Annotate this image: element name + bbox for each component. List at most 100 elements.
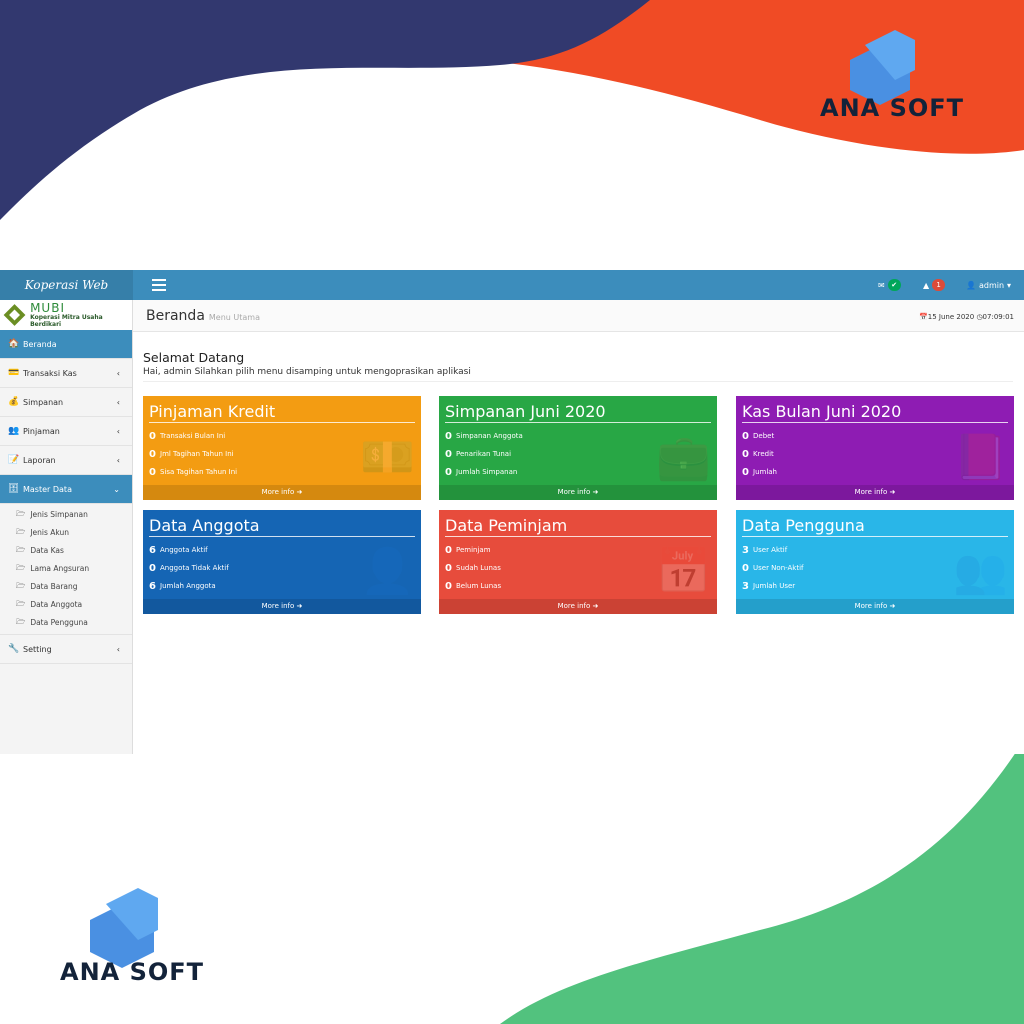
stat-row: 0 Transaksi Bulan Ini: [149, 427, 237, 445]
arrow-circle-right-icon: ➜: [592, 602, 599, 610]
more-info-link[interactable]: More info ➜: [143, 599, 421, 614]
sidebar-item-label: Setting: [23, 644, 52, 654]
date-text: 15 June 2020: [927, 313, 975, 321]
wrench-icon: 🔧: [8, 644, 20, 654]
stat-value: 0: [149, 466, 156, 478]
messages-button[interactable]: ✉ ✔: [878, 270, 901, 300]
more-info-label: More info: [854, 602, 888, 610]
green-wave: [500, 740, 1024, 1024]
info-box-data-pengguna: Data Pengguna 3 User Aktif 0 User Non-Aktif 3…: [736, 510, 1014, 614]
folder-icon: 🗁: [16, 508, 26, 518]
stat-row: 0 Jml Tagihan Tahun Ini: [149, 445, 237, 463]
more-info-link[interactable]: More info ➜: [143, 485, 421, 500]
stat-value: 0: [445, 562, 452, 574]
savings-icon: 💰: [8, 397, 20, 407]
more-info-link[interactable]: More info ➜: [736, 599, 1014, 614]
more-info-label: More info: [557, 488, 591, 496]
sidebar-item-master-data[interactable]: 🗄 Master Data ⌄: [0, 475, 132, 504]
more-info-label: More info: [557, 602, 591, 610]
cube-logo-icon: [90, 888, 158, 968]
page-title: Beranda: [146, 308, 205, 324]
sidebar-item-simpanan[interactable]: 💰 Simpanan ‹: [0, 388, 132, 417]
submenu-jenis-akun[interactable]: 🗁 Jenis Akun: [0, 523, 132, 541]
stat-row: 0 User Non-Aktif: [742, 559, 804, 577]
menu-toggle-icon[interactable]: [152, 279, 166, 291]
time-text: 07:09:01: [982, 313, 1014, 321]
sidebar: MUBI Koperasi Mitra Usaha Berdikari 🏠 Bera…: [0, 300, 133, 754]
sidebar-item-label: Simpanan: [23, 397, 64, 407]
stat-row: 0 Anggota Tidak Aktif: [149, 559, 229, 577]
submenu-data-pengguna[interactable]: 🗁 Data Pengguna: [0, 613, 132, 631]
submenu-data-kas[interactable]: 🗁 Data Kas: [0, 541, 132, 559]
box-title: Simpanan Juni 2020: [445, 402, 711, 423]
chevron-left-icon: ‹: [116, 368, 120, 378]
brand-logo-text: ANA SOFT: [60, 958, 205, 986]
more-info-link[interactable]: More info ➜: [439, 599, 717, 614]
stat-row: 0 Penarikan Tunai: [445, 445, 523, 463]
app-logo[interactable]: Koperasi Web: [0, 270, 133, 300]
envelope-icon: ✉: [878, 280, 885, 290]
sidebar-logo: MUBI Koperasi Mitra Usaha Berdikari: [0, 300, 132, 330]
arrow-circle-right-icon: ➜: [296, 602, 303, 610]
stat-row: 0 Peminjam: [445, 541, 501, 559]
alerts-button[interactable]: ▲ 1: [923, 270, 946, 300]
app-window: Koperasi Web ✉ ✔ ▲ 1 👤 admin ▾ MUBI Koperasi …: [0, 270, 1024, 754]
user-plus-icon: 👤: [360, 546, 415, 597]
book-icon: 📕: [953, 432, 1008, 483]
arrow-circle-right-icon: ➜: [592, 488, 599, 496]
chevron-left-icon: ‹: [116, 397, 120, 407]
info-box-data-peminjam: Data Peminjam 0 Peminjam 0 Sudah Lunas 0 Belum…: [439, 510, 717, 614]
stat-label: Anggota Aktif: [160, 546, 208, 554]
stat-label: Peminjam: [456, 546, 491, 554]
submenu-label: Data Anggota: [30, 599, 83, 609]
stat-value: 0: [445, 448, 452, 460]
submenu-lama-angsuran[interactable]: 🗁 Lama Angsuran: [0, 559, 132, 577]
stat-label: Jumlah Anggota: [160, 582, 216, 590]
folder-icon: 🗁: [16, 526, 26, 536]
stat-label: Penarikan Tunai: [456, 450, 512, 458]
chevron-left-icon: ‹: [116, 455, 120, 465]
info-box-data-anggota: Data Anggota 6 Anggota Aktif 0 Anggota Tidak…: [143, 510, 421, 614]
stat-label: Debet: [753, 432, 775, 440]
navy-wave: [0, 0, 650, 220]
sidebar-item-beranda[interactable]: 🏠 Beranda: [0, 330, 132, 359]
folder-icon: 🗁: [16, 544, 26, 554]
stat-value: 0: [742, 562, 749, 574]
page-subtitle: Menu Utama: [208, 313, 261, 322]
stat-row: 0 Sudah Lunas: [445, 559, 501, 577]
stat-row: 0 Debet: [742, 427, 777, 445]
sidebar-item-label: Pinjaman: [23, 426, 60, 436]
sidebar-item-label: Master Data: [23, 484, 72, 494]
submenu-data-anggota[interactable]: 🗁 Data Anggota: [0, 595, 132, 613]
user-menu[interactable]: 👤 admin ▾: [966, 270, 1011, 300]
stat-value: 3: [742, 544, 749, 556]
stat-value: 3: [742, 580, 749, 592]
stat-label: Anggota Tidak Aktif: [160, 564, 229, 572]
warning-icon: ▲: [923, 280, 930, 290]
report-icon: 📝: [8, 455, 20, 465]
welcome-text: Hai, admin Silahkan pilih menu disamping…: [143, 367, 471, 377]
folder-icon: 🗁: [16, 562, 26, 572]
stat-row: 6 Anggota Aktif: [149, 541, 229, 559]
briefcase-icon: 💼: [656, 432, 711, 483]
more-info-link[interactable]: More info ➜: [439, 485, 717, 500]
sidebar-item-pinjaman[interactable]: 👥 Pinjaman ‹: [0, 417, 132, 446]
stat-row: 6 Jumlah Anggota: [149, 577, 229, 595]
stat-label: Jumlah: [753, 468, 777, 476]
sidebar-item-laporan[interactable]: 📝 Laporan ‹: [0, 446, 132, 475]
submenu-label: Jenis Simpanan: [30, 509, 88, 519]
logo-subtitle: Koperasi Mitra Usaha Berdikari: [30, 313, 103, 328]
check-icon: ✔: [887, 279, 901, 291]
stat-label: Simpanan Anggota: [456, 432, 523, 440]
sidebar-item-setting[interactable]: 🔧 Setting ‹: [0, 635, 132, 664]
stat-value: 6: [149, 580, 156, 592]
folder-icon: 🗁: [16, 598, 26, 608]
more-info-link[interactable]: More info ➜: [736, 485, 1014, 500]
sidebar-item-transaksi-kas[interactable]: 💳 Transaksi Kas ‹: [0, 359, 132, 388]
submenu-data-barang[interactable]: 🗁 Data Barang: [0, 577, 132, 595]
submenu-jenis-simpanan[interactable]: 🗁 Jenis Simpanan: [0, 505, 132, 523]
more-info-label: More info: [261, 602, 295, 610]
stat-value: 0: [742, 430, 749, 442]
clock-icon: ◷: [976, 313, 983, 321]
submenu-label: Lama Angsuran: [30, 563, 90, 573]
